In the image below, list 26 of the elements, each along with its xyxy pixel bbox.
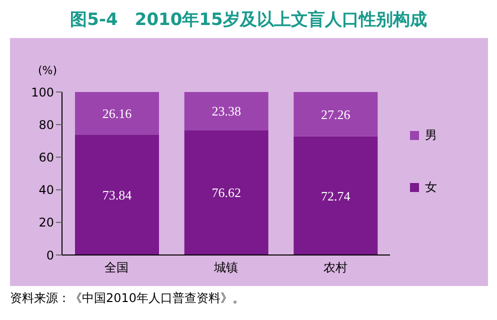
y-tick-label: 40 [38, 183, 54, 198]
y-tick-label: 60 [38, 150, 54, 164]
data-label: 76.62 [212, 185, 241, 200]
y-axis-title: (%) [38, 64, 58, 77]
data-label: 72.74 [321, 188, 351, 204]
data-label: 23.38 [212, 104, 241, 119]
data-label: 73.84 [102, 187, 132, 202]
x-tick-label: 全国 [104, 260, 129, 275]
chart-title: 图5-4 2010年15岁及以上文盲人口性别构成 [69, 9, 428, 32]
y-tick-label: 20 [38, 216, 54, 230]
bar [184, 130, 268, 255]
y-tick-label: 80 [38, 118, 54, 132]
data-label: 26.16 [102, 106, 132, 121]
text: 资料来源：《中国2010年人口普查资料》。 [10, 290, 245, 307]
legend-label: 男 [425, 126, 437, 144]
x-tick-label: 农村 [323, 260, 348, 275]
bar [184, 92, 268, 130]
data-label: 27.26 [321, 106, 351, 122]
y-tick-label: 0 [46, 248, 54, 262]
x-tick-label: 城镇 [213, 260, 238, 275]
bar [294, 136, 378, 255]
legend-label: 女 [425, 178, 437, 196]
y-tick-label: 100 [31, 85, 54, 100]
bar [75, 134, 159, 255]
bar [294, 92, 378, 136]
bar [75, 92, 159, 135]
